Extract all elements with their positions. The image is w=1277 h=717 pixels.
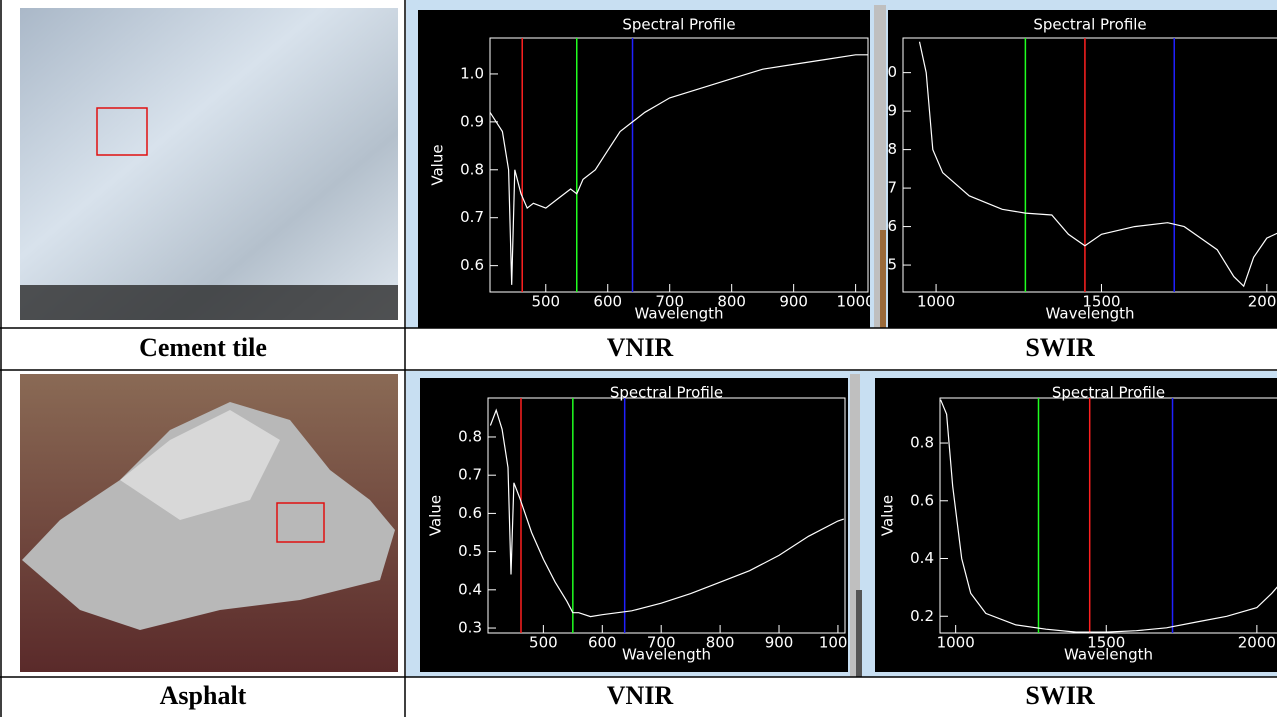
spectrum-line (940, 399, 1277, 633)
roi-box (96, 107, 148, 156)
x-tick-label: 800 (706, 634, 735, 652)
y-tick-label: 0.4 (910, 549, 934, 567)
y-tick-label: 1.0 (873, 63, 897, 81)
cement-photo (20, 8, 398, 320)
y-tick-label: 0.8 (910, 434, 934, 452)
cement-photo-shadow (20, 285, 398, 320)
spectrum-line (489, 408, 844, 618)
x-tick-label: 500 (531, 293, 560, 311)
y-tick-label: 0.6 (458, 504, 482, 522)
x-tick-label: 1000 (819, 634, 857, 652)
plot-area (489, 398, 844, 633)
y-tick-label: 0.9 (460, 112, 484, 130)
x-axis-label: Wavelength (1064, 646, 1153, 664)
x-tick-label: 500 (529, 634, 558, 652)
spectral-chart: Spectral Profile Wavelength Value 1000 1500 2… (875, 378, 1277, 672)
y-tick-label: 0.3 (458, 619, 482, 637)
chart-panel (888, 10, 1277, 328)
x-tick-label: 900 (765, 634, 794, 652)
y-axis-label: Value (427, 495, 445, 536)
chart-title: Spectral Profile (610, 384, 723, 402)
y-tick-label: 0.9 (873, 102, 897, 120)
x-tick-label: 700 (647, 634, 676, 652)
x-tick-label: 1000 (937, 634, 975, 652)
x-tick-label: 1500 (1082, 293, 1120, 311)
x-tick-label: 1500 (1087, 634, 1125, 652)
y-axis-label: Value (429, 144, 447, 185)
y-tick-label: 0.7 (460, 208, 484, 226)
y-tick-label: 0.4 (458, 580, 482, 598)
x-tick-label: 1000 (917, 293, 955, 311)
plot-area (918, 38, 1277, 292)
y-tick-label: 1.0 (460, 64, 484, 82)
y-axis-label: Value (879, 495, 897, 536)
column-label: VNIR (607, 681, 674, 710)
y-tick-label: 0.6 (873, 217, 897, 235)
chart-title: Spectral Profile (1033, 16, 1146, 34)
x-axis-label: Wavelength (622, 646, 711, 664)
chart-title: Spectral Profile (622, 16, 735, 34)
roi-box (276, 502, 325, 543)
asphalt-rock (120, 410, 280, 520)
x-tick-label: 2000 (1248, 293, 1277, 311)
column-label: SWIR (1025, 333, 1095, 362)
spectrum-line (490, 54, 868, 285)
row-label: Asphalt (160, 681, 247, 710)
chart-title: Spectral Profile (1052, 384, 1165, 402)
chart-panel (418, 10, 870, 328)
y-tick-label: 0.7 (873, 179, 897, 197)
x-tick-label: 600 (588, 634, 617, 652)
spectral-chart: Spectral Profile Wavelength Value 500 600 700… (420, 378, 857, 672)
plot-area (940, 398, 1277, 633)
x-tick-label: 800 (717, 293, 746, 311)
chart-panel (420, 378, 848, 672)
plot-frame (939, 397, 1277, 634)
x-tick-label: 600 (593, 293, 622, 311)
y-tick-label: 0.7 (458, 466, 482, 484)
x-tick-label: 1000 (837, 293, 875, 311)
chart-panel (875, 378, 1277, 672)
y-tick-label: 0.6 (460, 256, 484, 274)
scroll-strip (856, 590, 862, 677)
spectrum-line (918, 41, 1277, 288)
x-axis-label: Wavelength (1046, 305, 1135, 323)
plot-frame (487, 397, 846, 634)
plot-frame (489, 37, 869, 293)
x-axis-label: Wavelength (635, 305, 724, 323)
row-label: Cement tile (139, 333, 267, 362)
column-label: SWIR (1025, 681, 1095, 710)
spectral-chart: Spectral ProfileWavelengthValue100015002… (873, 10, 1277, 328)
y-tick-label: 0.8 (873, 140, 897, 158)
y-tick-label: 0.2 (910, 607, 934, 625)
column-label: VNIR (607, 333, 674, 362)
y-tick-label: 0.8 (460, 160, 484, 178)
y-tick-label: 0.8 (458, 427, 482, 445)
scroll-strip (850, 374, 860, 677)
asphalt-rock (22, 402, 395, 630)
plot-area (490, 38, 868, 292)
y-tick-label: 0.6 (910, 491, 934, 509)
y-tick-label: 0.5 (873, 256, 897, 274)
x-tick-label: 700 (655, 293, 684, 311)
x-tick-label: 2000 (1238, 634, 1276, 652)
x-tick-label: 900 (779, 293, 808, 311)
plot-frame (902, 37, 1277, 293)
scroll-strip (880, 230, 886, 328)
y-tick-label: 0.5 (458, 542, 482, 560)
spectral-chart: Spectral Profile Wavelength Value 500 600 700… (418, 10, 875, 328)
